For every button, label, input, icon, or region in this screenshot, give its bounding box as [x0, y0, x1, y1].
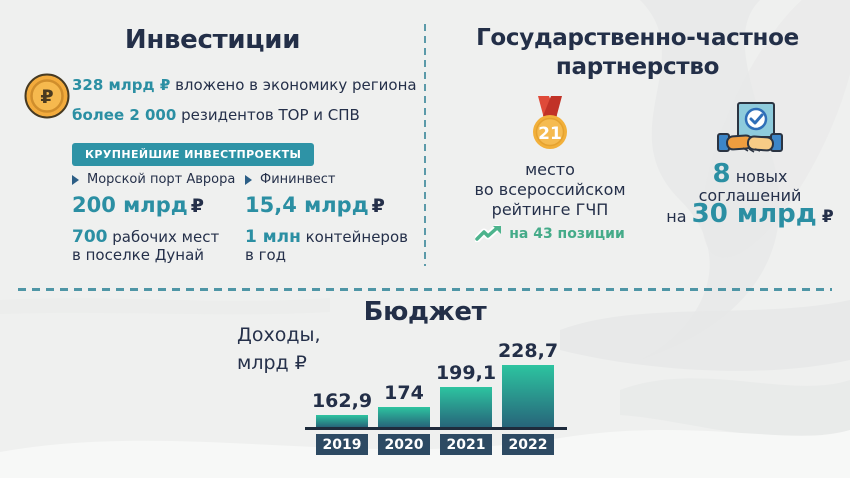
budget-bar-value-label: 162,9 — [311, 390, 373, 412]
budget-bar-group: 199,1 — [436, 362, 496, 427]
ppp-title-line1: Государственно-частное — [476, 25, 799, 51]
budget-year-box: 2022 — [502, 434, 554, 455]
svg-text:₽: ₽ — [40, 86, 53, 108]
horizontal-dashed-divider — [18, 288, 832, 291]
rating-line1: место — [525, 160, 575, 179]
ruble-coin-icon: ₽ — [24, 73, 70, 119]
agreements-currency: ₽ — [821, 207, 834, 227]
investments-title: Инвестиции — [124, 25, 301, 55]
budget-year-box: 2021 — [440, 434, 492, 455]
project-amount: 15,4 млрд ₽ — [245, 193, 418, 218]
ppp-title: Государственно-частное партнерство — [425, 24, 850, 82]
agreements-line1: 8 новых — [660, 161, 840, 187]
budget-bar-value-label: 199,1 — [435, 362, 497, 384]
budget-bar-value-label: 228,7 — [497, 340, 559, 362]
projects-list: Морской порт Аврора 200 млрд ₽ 700 рабочи… — [72, 172, 418, 264]
vertical-dashed-divider — [424, 24, 426, 266]
amount-currency: ₽ — [371, 195, 385, 217]
growth-text: на 43 позиции — [509, 225, 625, 242]
budget-bar — [378, 407, 430, 427]
triangle-bullet-icon — [245, 175, 252, 185]
budget-bar — [316, 415, 368, 427]
extra-text: рабочих мест — [112, 228, 220, 246]
project-extra-line2: в год — [245, 246, 287, 264]
project-fininvest: Фининвест 15,4 млрд ₽ 1 млн контейнеров в… — [245, 172, 418, 264]
investment-fact-2: более 2 000 резидентов ТОР и СПВ — [72, 106, 360, 124]
budget-bar-value-label: 174 — [384, 382, 424, 404]
agreements-count-text: новых — [735, 167, 788, 186]
project-name-row: Фининвест — [245, 172, 418, 188]
fact-2-value: более 2 000 — [72, 106, 177, 124]
budget-axis-line — [305, 427, 567, 430]
extra-text: контейнеров — [305, 228, 408, 246]
budget-bar-group: 228,7 — [498, 340, 558, 427]
project-extra: 700 рабочих мест — [72, 228, 245, 246]
budget-title: Бюджет — [363, 297, 487, 327]
budget-year-box: 2020 — [378, 434, 430, 455]
rating-text: место во всероссийском рейтинге ГЧП — [455, 160, 645, 220]
growth-arrow-icon — [475, 225, 502, 242]
agreements-text: 8 новых соглашений на 30 млрд ₽ — [660, 161, 840, 227]
largest-projects-badge: КРУПНЕЙШИЕ ИНВЕСТПРОЕКТЫ — [72, 143, 315, 166]
budget-year-box: 2019 — [316, 434, 368, 455]
project-extra-line2: в поселке Дунай — [72, 246, 205, 264]
extra-value: 1 млн — [245, 227, 301, 247]
project-name-row: Морской порт Аврора — [72, 172, 245, 188]
agreements-line2: соглашений — [698, 186, 802, 205]
project-name: Фининвест — [260, 172, 336, 187]
ppp-rating-block: 21 место во всероссийском рейтинге ГЧП н… — [455, 94, 645, 242]
agreements-line3: на 30 млрд ₽ — [660, 201, 840, 227]
investment-fact-1: 328 млрд ₽ вложено в экономику региона — [72, 76, 417, 94]
svg-text:21: 21 — [538, 124, 562, 144]
project-name: Морской порт Аврора — [87, 172, 236, 187]
agreements-amount: 30 млрд — [691, 199, 817, 229]
fact-2-text: резидентов ТОР и СПВ — [181, 106, 360, 124]
project-extra: 1 млн контейнеров — [245, 228, 418, 246]
fact-1-value: 328 млрд ₽ — [72, 76, 171, 94]
budget-bar-group: 174 — [378, 382, 430, 427]
budget-bar — [440, 387, 492, 427]
ppp-agreements-block: 8 новых соглашений на 30 млрд ₽ — [660, 102, 840, 227]
project-avrora: Морской порт Аврора 200 млрд ₽ 700 рабочи… — [72, 172, 245, 264]
budget-bars: 162,9 174 199,1 228,7 — [305, 333, 567, 427]
agreements-count: 8 — [712, 159, 731, 189]
project-amount: 200 млрд ₽ — [72, 193, 245, 218]
budget-axis-label: Доходы, млрд ₽ — [237, 321, 321, 377]
amount-currency: ₽ — [190, 195, 204, 217]
axis-label-line1: Доходы, — [237, 324, 321, 346]
budget-bar-group: 162,9 — [312, 390, 372, 427]
agreements-prefix: на — [666, 207, 687, 226]
axis-label-line2: млрд ₽ — [237, 352, 307, 374]
handshake-agreement-icon — [717, 102, 783, 153]
budget-bar — [502, 365, 554, 427]
triangle-bullet-icon — [72, 175, 79, 185]
amount-value: 200 млрд — [72, 193, 188, 217]
medal-icon: 21 — [533, 96, 567, 149]
rating-growth-row: на 43 позиции — [455, 225, 645, 242]
extra-value: 700 — [72, 227, 108, 247]
rating-line2: во всероссийском — [474, 180, 626, 199]
ppp-title-line2: партнерство — [555, 53, 720, 80]
rating-line3: рейтинге ГЧП — [491, 200, 609, 219]
budget-year-labels: 2019 2020 2021 2022 — [316, 434, 554, 455]
fact-1-text: вложено в экономику региона — [175, 76, 417, 94]
amount-value: 15,4 млрд — [245, 193, 369, 217]
